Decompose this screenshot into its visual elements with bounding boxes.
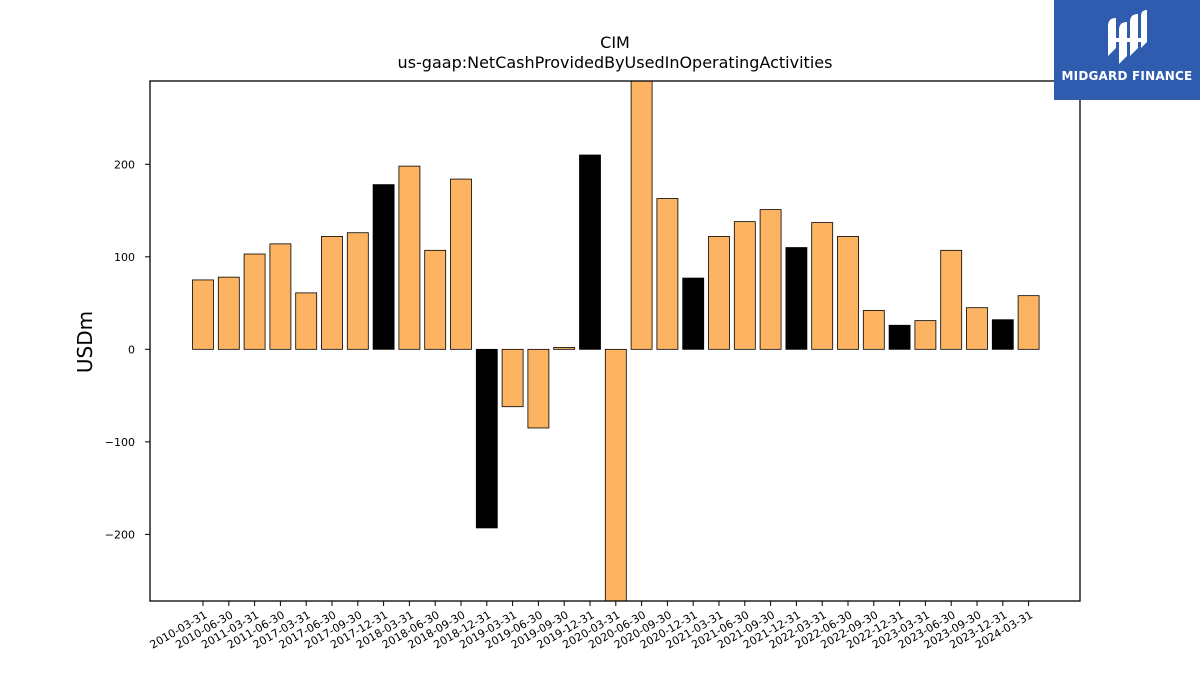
y-tick-label: −200 [105,528,135,541]
brand-logo: MIDGARD FINANCE [1054,0,1200,100]
bar-2022-09-30 [862,310,885,350]
bar-2022-06-30 [837,236,859,350]
bar-2023-12-31 [991,319,1014,350]
bar-2022-12-31 [888,324,911,350]
y-tick-label: 0 [128,343,135,356]
bar-2010-03-31 [192,279,214,350]
bar-2019-12-31 [579,154,601,350]
bar-2020-06-30 [630,80,653,350]
bar-2020-03-31 [604,348,627,602]
bar-2017-09-30 [346,232,369,350]
chart-subtitle: us-gaap:NetCashProvidedByUsedInOperating… [398,53,833,72]
bar-2023-06-30 [940,249,963,350]
bar-2010-06-30 [217,276,240,350]
bar-2017-03-31 [295,292,318,350]
bar-2023-03-31 [914,320,937,350]
bar-2019-06-30 [527,348,550,429]
bar-2020-09-30 [656,198,679,350]
bar-2021-03-31 [708,236,730,350]
bar-2018-03-31 [398,165,421,350]
bars-group [192,80,1040,602]
bar-2022-03-31 [811,222,834,350]
bar-2018-09-30 [450,178,472,350]
y-ticks-group: −200 −100 0 100 200 [105,158,150,541]
bar-2011-03-31 [243,253,266,350]
bar-2020-12-31 [682,277,705,350]
bar-2018-12-31 [475,348,498,529]
bar-2019-03-31 [501,348,524,408]
brand-logo-text: MIDGARD FINANCE [1061,69,1193,83]
bar-2018-06-30 [424,249,447,350]
x-ticks-group: 2010-03-312010-06-302011-03-312011-06-30… [148,601,1035,652]
bar-2017-06-30 [321,236,343,350]
bar-2019-09-30 [553,347,576,350]
bar-2021-09-30 [759,209,782,350]
bar-2011-06-30 [269,243,292,350]
bar-2023-09-30 [966,307,988,350]
bar-2024-03-31 [1017,295,1040,350]
bar-2021-06-30 [733,221,756,350]
y-tick-label: −100 [105,436,135,449]
y-axis-label: USDm [73,311,97,373]
y-tick-label: 200 [114,158,135,171]
y-tick-label: 100 [114,251,135,264]
plot-frame [149,80,1081,602]
bar-2021-12-31 [785,247,808,350]
chart-title: CIM [600,33,630,52]
midgard-logo-icon [1108,10,1147,64]
bar-2017-12-31 [372,184,395,350]
